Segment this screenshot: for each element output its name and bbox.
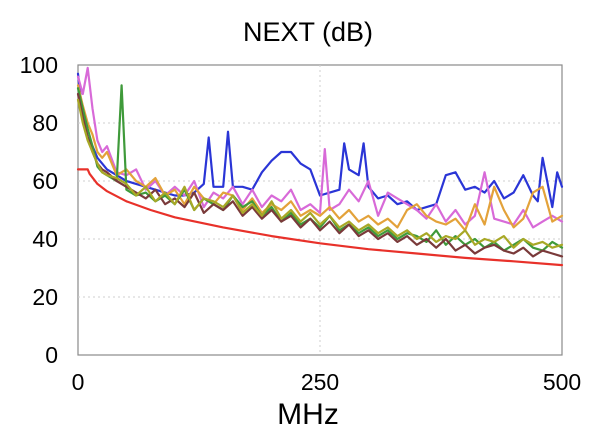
y-tick-label-20: 20: [32, 284, 58, 310]
series-line-3: [76, 84, 564, 232]
x-tick-label-500: 500: [543, 369, 581, 395]
y-tick-label-60: 60: [32, 168, 58, 194]
x-tick-label-250: 250: [301, 369, 339, 395]
x-axis-label: MHz: [277, 398, 339, 431]
y-tick-label-40: 40: [32, 226, 58, 252]
series-line-4: [76, 84, 564, 252]
chart-title: NEXT (dB): [243, 17, 373, 47]
series-layer: [76, 66, 564, 267]
tick-labels: 0 20 40 60 80 100 0 250 500: [20, 52, 582, 395]
limit-line: [76, 168, 564, 267]
y-tick-label-80: 80: [32, 110, 58, 136]
y-tick-label-100: 100: [20, 52, 58, 78]
y-tick-label-0: 0: [45, 342, 58, 368]
series-line-5: [76, 92, 564, 258]
series-line-2: [76, 66, 564, 229]
series-line-6: [76, 98, 564, 249]
x-tick-label-0: 0: [72, 369, 85, 395]
